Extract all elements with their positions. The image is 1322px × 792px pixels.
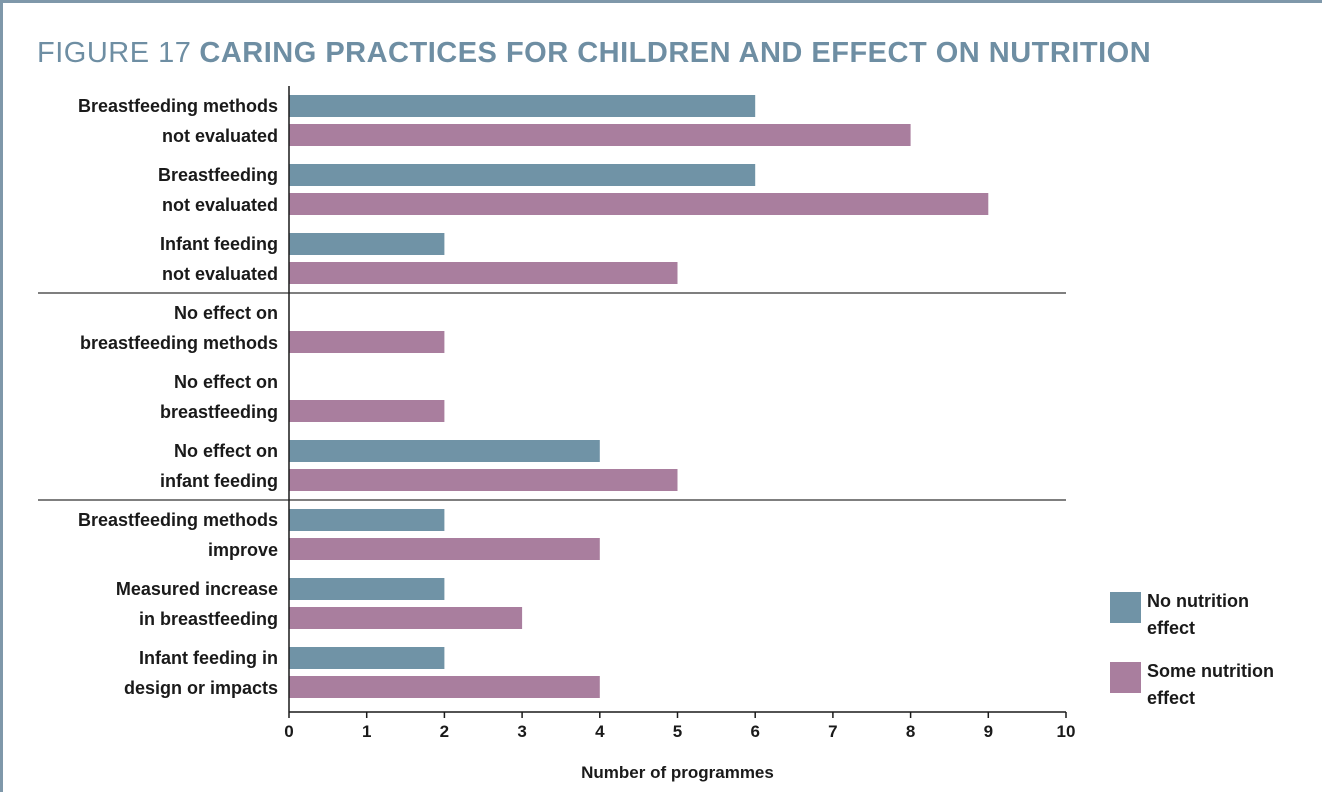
bar-some-effect-9 [289,676,600,698]
category-label-9: Infant feeding in design or impacts [124,648,278,698]
bar-no-effect-1 [289,95,756,117]
bar-no-effect-3 [289,233,445,255]
category-label-8: Measured increase in breastfeeding [116,579,278,629]
x-tick-label-3: 3 [517,722,526,741]
bar-some-effect-8 [289,607,523,629]
x-axis-title: Number of programmes [581,763,774,782]
bar-some-effect-2 [289,193,989,215]
figure-number: FIGURE 17 [37,37,192,69]
x-tick-label-2: 2 [440,722,449,741]
x-tick-label-4: 4 [595,722,605,741]
x-tick-label-9: 9 [984,722,993,741]
x-tick-label-8: 8 [906,722,915,741]
x-tick-label-10: 10 [1057,722,1076,741]
x-tick-label-1: 1 [362,722,371,741]
bar-some-effect-5 [289,400,445,422]
figure-heading: CARING PRACTICES FOR CHILDREN AND EFFECT… [199,37,1152,69]
category-label-4: No effect on breastfeeding methods [80,303,278,353]
legend-swatch-no-effect [1110,592,1141,623]
legend-label-some-effect: Some nutrition effect [1147,661,1274,708]
bar-some-effect-1 [289,124,911,146]
bar-no-effect-7 [289,509,445,531]
bar-no-effect-9 [289,647,445,669]
category-label-5: No effect on breastfeeding [160,372,278,422]
legend-label-no-effect: No nutrition effect [1147,591,1249,638]
x-tick-label-5: 5 [673,722,682,741]
figure-title: FIGURE 17 CARING PRACTICES FOR CHILDREN A… [37,36,1151,70]
category-label-2: Breastfeeding not evaluated [158,165,278,215]
bar-some-effect-7 [289,538,600,560]
category-label-3: Infant feeding not evaluated [160,234,278,284]
category-label-1: Breastfeeding methods not evaluated [78,96,278,146]
x-tick-label-6: 6 [750,722,759,741]
bar-no-effect-2 [289,164,756,186]
x-tick-label-7: 7 [828,722,837,741]
bar-some-effect-3 [289,262,678,284]
bar-no-effect-6 [289,440,600,462]
category-label-6: No effect on infant feeding [160,441,278,491]
legend-swatch-some-effect [1110,662,1141,693]
bar-some-effect-6 [289,469,678,491]
bar-no-effect-8 [289,578,445,600]
category-label-7: Breastfeeding methods improve [78,510,278,560]
bar-some-effect-4 [289,331,445,353]
x-tick-label-0: 0 [284,722,293,741]
